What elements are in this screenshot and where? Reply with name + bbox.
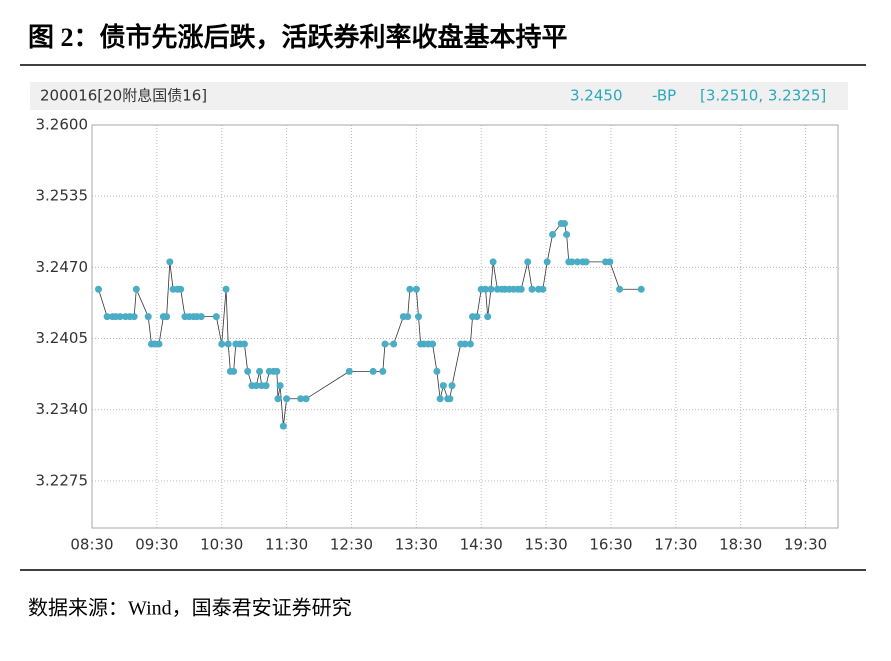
- marker: [262, 382, 270, 390]
- marker: [412, 285, 420, 293]
- marker: [606, 258, 614, 266]
- marker: [446, 395, 454, 403]
- marker: [132, 285, 140, 293]
- marker: [549, 231, 557, 239]
- x-tick-label: 10:30: [200, 536, 243, 554]
- marker: [256, 367, 264, 375]
- x-tick-label: 18:30: [719, 536, 762, 554]
- header-stat: 3.2450: [570, 87, 623, 105]
- marker: [381, 340, 389, 348]
- marker: [616, 285, 624, 293]
- marker: [582, 258, 590, 266]
- marker: [369, 367, 377, 375]
- marker: [517, 285, 525, 293]
- y-tick-label: 3.2275: [36, 471, 89, 489]
- marker: [473, 313, 481, 321]
- marker: [244, 367, 252, 375]
- marker: [637, 285, 645, 293]
- marker: [274, 395, 282, 403]
- marker: [240, 340, 248, 348]
- marker: [487, 285, 495, 293]
- marker: [163, 313, 171, 321]
- y-tick-label: 3.2470: [36, 258, 89, 276]
- y-tick-label: 3.2340: [36, 400, 89, 418]
- marker: [543, 258, 551, 266]
- marker: [466, 340, 474, 348]
- marker: [568, 258, 576, 266]
- header-stat: [3.2510, 3.2325]: [700, 87, 826, 105]
- marker: [489, 258, 497, 266]
- x-tick-label: 12:30: [330, 536, 373, 554]
- y-tick-label: 3.2535: [36, 187, 89, 205]
- marker: [103, 313, 111, 321]
- marker: [433, 367, 441, 375]
- marker: [273, 367, 281, 375]
- marker: [573, 258, 581, 266]
- marker: [197, 313, 205, 321]
- header-bar: [30, 82, 848, 110]
- marker: [276, 382, 284, 390]
- marker: [166, 258, 174, 266]
- x-tick-label: 13:30: [395, 536, 438, 554]
- marker: [563, 231, 571, 239]
- marker: [130, 313, 138, 321]
- plot-frame: [91, 124, 839, 529]
- marker: [461, 340, 469, 348]
- x-tick-label: 17:30: [654, 536, 697, 554]
- marker: [177, 285, 185, 293]
- y-tick-label: 3.2405: [36, 329, 89, 347]
- line: [98, 223, 642, 427]
- marker: [144, 313, 152, 321]
- marker: [436, 395, 444, 403]
- x-tick-label: 11:30: [265, 536, 308, 554]
- marker: [560, 220, 568, 228]
- marker: [484, 313, 492, 321]
- x-tick-label: 19:30: [784, 536, 827, 554]
- y-tick-label: 3.2600: [36, 116, 89, 134]
- marker: [252, 382, 260, 390]
- marker: [218, 340, 226, 348]
- marker: [528, 285, 536, 293]
- plot: 3.2275 3.2340 3.2405 3.2470 3.2535 3.2600 08:3…: [36, 116, 839, 554]
- marker: [212, 313, 220, 321]
- marker: [482, 285, 490, 293]
- chart-title: 图 2：债市先涨后跌，活跃券利率收盘基本持平: [28, 22, 568, 52]
- marker: [524, 258, 532, 266]
- marker: [448, 382, 456, 390]
- x-tick-label: 16:30: [589, 536, 632, 554]
- marker: [302, 395, 310, 403]
- marker: [345, 367, 353, 375]
- marker: [116, 313, 124, 321]
- x-tick-label: 09:30: [135, 536, 178, 554]
- marker: [155, 340, 163, 348]
- marker: [539, 285, 547, 293]
- marker: [404, 313, 412, 321]
- marker: [279, 422, 287, 430]
- marker: [439, 382, 447, 390]
- marker: [283, 395, 291, 403]
- marker: [390, 340, 398, 348]
- header-label: 200016[20附息国债16]: [40, 87, 207, 105]
- marker: [429, 340, 437, 348]
- x-tick-label: 14:30: [460, 536, 503, 554]
- header-stat: -BP: [652, 87, 676, 105]
- marker: [224, 340, 232, 348]
- marker: [297, 395, 305, 403]
- marker: [415, 313, 423, 321]
- marker: [230, 367, 238, 375]
- marker: [222, 285, 230, 293]
- marker: [94, 285, 102, 293]
- x-tick-label: 08:30: [70, 536, 113, 554]
- marker: [406, 285, 414, 293]
- marker: [379, 367, 387, 375]
- x-tick-label: 15:30: [524, 536, 567, 554]
- source: 数据来源：Wind，国泰君安证券研究: [28, 597, 352, 620]
